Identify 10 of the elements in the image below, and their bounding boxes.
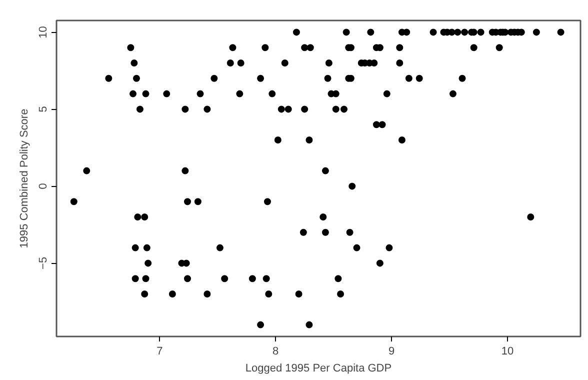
y-tick-label: 0 <box>38 183 50 190</box>
y-tick-label: 5 <box>38 106 50 112</box>
x-axis-title: Logged 1995 Per Capita GDP <box>245 362 392 374</box>
x-tick-label: 8 <box>272 346 279 358</box>
x-tick-label: 7 <box>156 346 163 358</box>
x-tick-label: 10 <box>501 346 514 358</box>
y-tick-label: −5 <box>38 256 50 270</box>
y-axis-title: 1995 Combined Polity Score <box>18 108 30 248</box>
y-tick-label: 10 <box>38 26 50 38</box>
x-tick-label: 9 <box>388 346 395 358</box>
